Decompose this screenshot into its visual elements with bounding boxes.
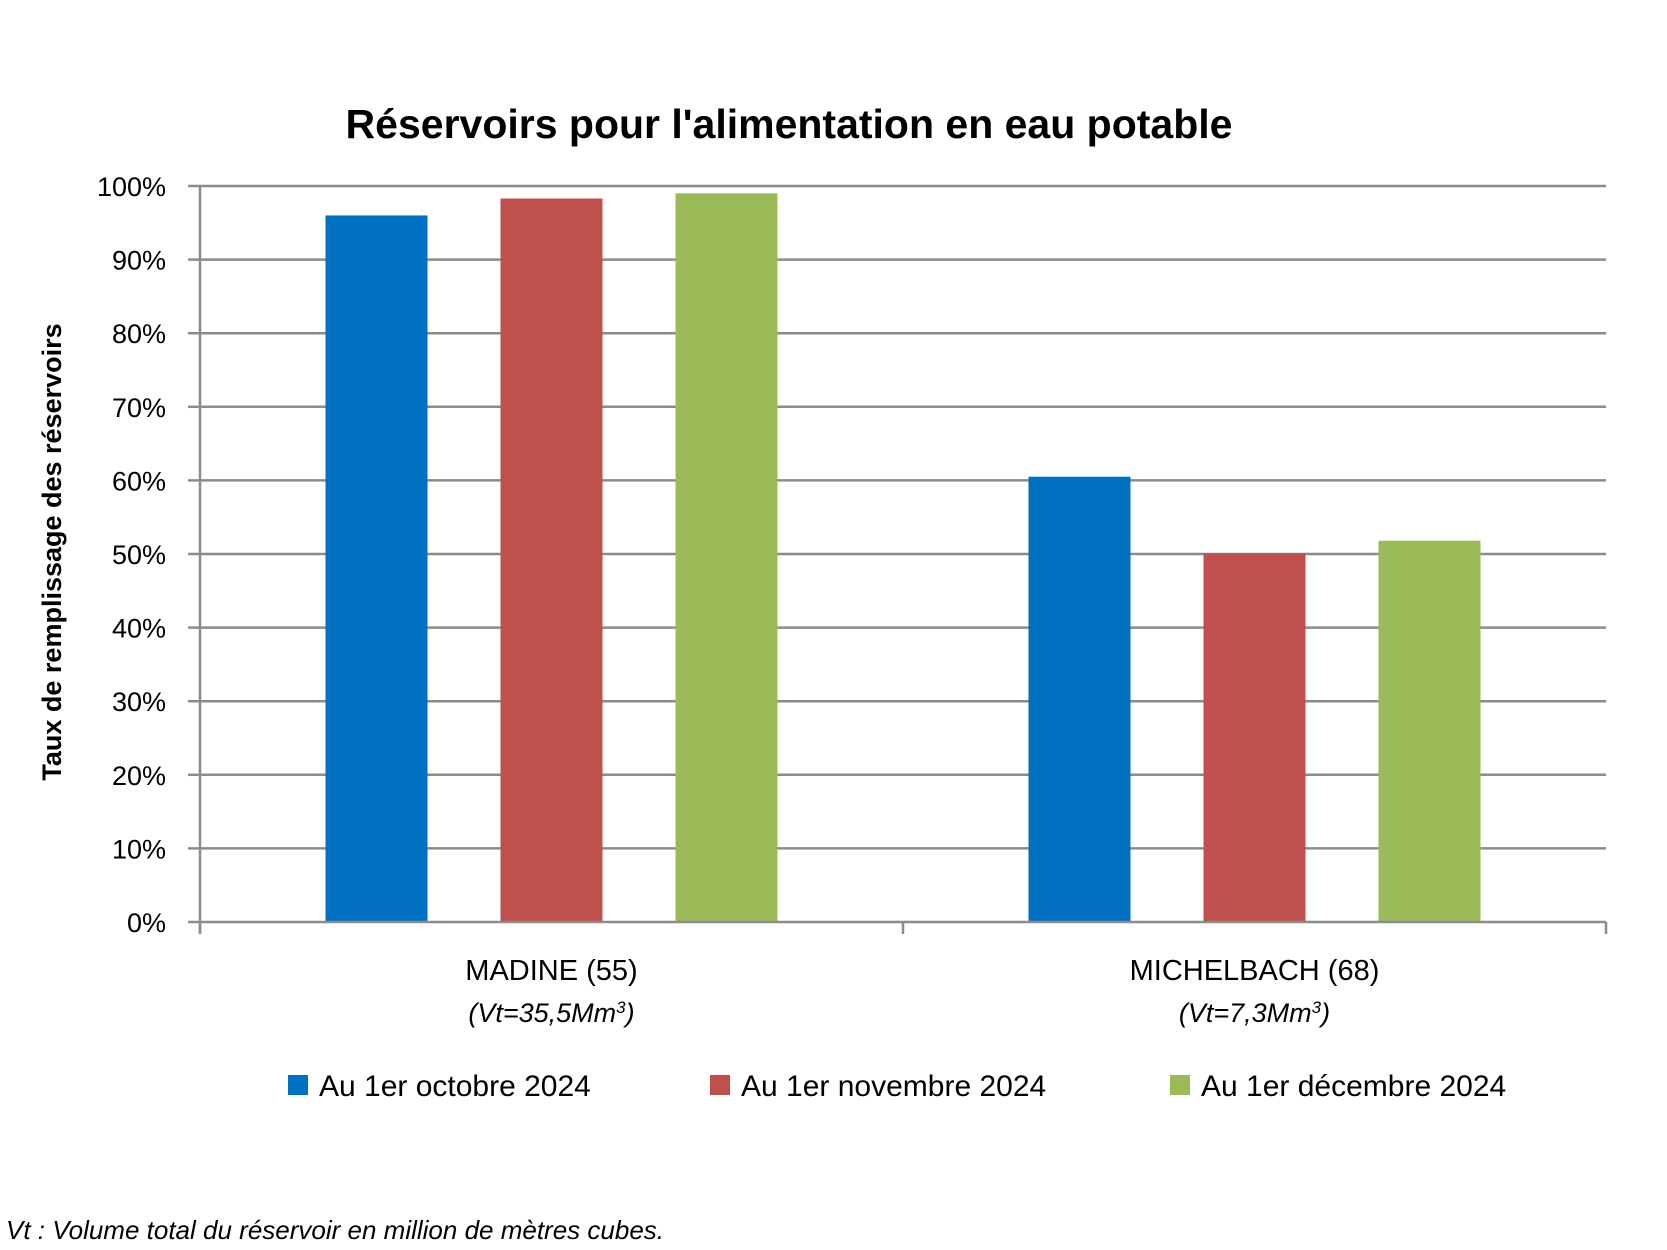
x-tick-label: MICHELBACH (68) bbox=[1130, 955, 1380, 987]
y-tick-label: 30% bbox=[112, 687, 166, 717]
x-tick-sublabel: (Vt=35,5Mm3) bbox=[468, 998, 634, 1029]
bars bbox=[325, 193, 1481, 923]
bar bbox=[325, 215, 428, 922]
y-tick-label: 20% bbox=[112, 761, 166, 791]
x-tick-label: MADINE (55) bbox=[465, 955, 637, 987]
y-tick-label: 90% bbox=[112, 246, 166, 276]
y-tick-label: 40% bbox=[112, 614, 166, 644]
y-axis-label: Taux de remplissage des réservoirs bbox=[37, 323, 67, 780]
legend-swatch bbox=[288, 1075, 308, 1095]
y-tick-label: 60% bbox=[112, 466, 166, 496]
y-tick-label: 80% bbox=[112, 319, 166, 349]
legend-swatch bbox=[1170, 1075, 1190, 1095]
footnote: Vt : Volume total du réservoir en millio… bbox=[6, 1215, 664, 1245]
y-tick-label: 50% bbox=[112, 540, 166, 570]
chart-title: Réservoirs pour l'alimentation en eau po… bbox=[346, 101, 1233, 147]
y-tick-label: 70% bbox=[112, 393, 166, 423]
y-tick-label: 100% bbox=[97, 172, 166, 202]
y-tick-label: 10% bbox=[112, 834, 166, 864]
bar bbox=[675, 193, 778, 923]
bar bbox=[1028, 476, 1131, 922]
legend-label: Au 1er octobre 2024 bbox=[319, 1070, 591, 1103]
bar bbox=[1203, 553, 1306, 922]
legend-swatch bbox=[710, 1075, 730, 1095]
legend-label: Au 1er décembre 2024 bbox=[1201, 1070, 1506, 1103]
bar bbox=[500, 198, 603, 923]
axes bbox=[188, 184, 1608, 934]
legend: Au 1er octobre 2024 Au 1er novembre 2024 A… bbox=[288, 1070, 1506, 1103]
legend-label: Au 1er novembre 2024 bbox=[741, 1070, 1046, 1103]
gridlines bbox=[200, 184, 1606, 850]
category-labels: MADINE (55) (Vt=35,5Mm3) MICHELBACH (68) (V… bbox=[465, 955, 1379, 1028]
x-tick-sublabel: (Vt=7,3Mm3) bbox=[1179, 998, 1330, 1029]
y-tick-labels: 0% 10% 20% 30% 40% 50% 60% 70% 80% 90% 100% bbox=[97, 172, 166, 938]
y-tick-label: 0% bbox=[127, 908, 166, 938]
bar bbox=[1378, 540, 1481, 922]
